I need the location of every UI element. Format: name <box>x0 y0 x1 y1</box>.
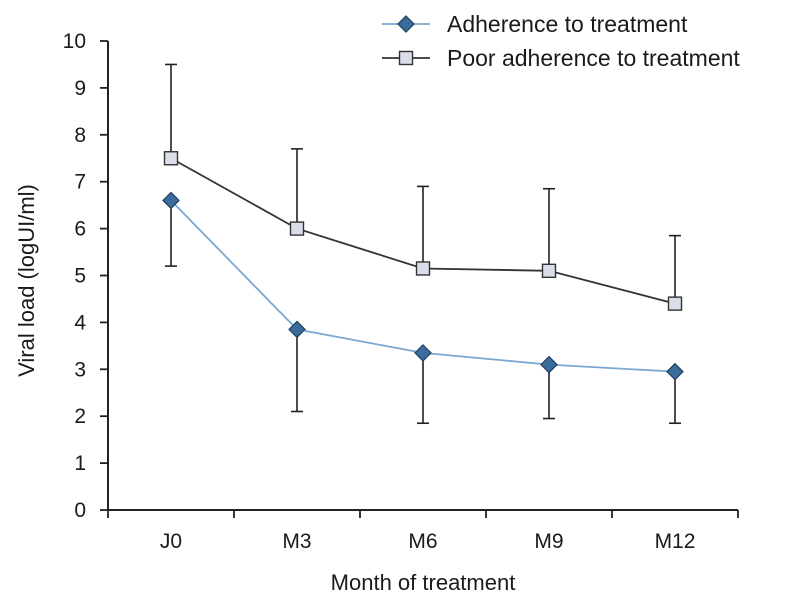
x-tick-label: M3 <box>282 530 311 553</box>
x-ticks: J0 M3 M6 M9 M12 <box>107 510 739 553</box>
y-tick-label: 1 <box>74 452 86 475</box>
y-tick-label: 6 <box>74 218 86 241</box>
data-point <box>163 151 179 166</box>
legend: Adherence to treatment Poor adherence to … <box>382 11 740 71</box>
y-tick-label: 10 <box>63 30 86 53</box>
x-tick-label: J0 <box>160 530 182 553</box>
y-tick-label: 3 <box>74 358 86 381</box>
y-tick-label: 5 <box>74 265 86 288</box>
error-bars <box>165 63 681 425</box>
y-tick-label: 8 <box>74 124 86 147</box>
data-point <box>162 191 180 210</box>
y-ticks: 0 1 2 3 4 5 6 7 8 9 10 <box>63 30 108 522</box>
y-axis-title: Viral load (logUI/ml) <box>14 184 39 377</box>
data-point <box>288 320 306 339</box>
y-tick-label: 0 <box>74 499 86 522</box>
data-point <box>289 221 305 236</box>
legend-marker <box>398 50 414 66</box>
x-tick-label: M9 <box>534 530 563 553</box>
data-point <box>540 355 558 374</box>
data-point <box>666 362 684 381</box>
series-markers <box>162 151 684 381</box>
x-tick-label: M6 <box>408 530 437 553</box>
data-point <box>415 261 431 276</box>
legend-label: Adherence to treatment <box>447 11 688 37</box>
y-tick-label: 9 <box>74 77 86 100</box>
data-point <box>541 263 557 279</box>
x-tick-label: M12 <box>655 530 696 553</box>
y-tick-label: 7 <box>74 171 86 194</box>
y-tick-label: 4 <box>74 311 86 334</box>
y-tick-label: 2 <box>74 405 86 428</box>
x-axis-title: Month of treatment <box>331 570 516 595</box>
data-point <box>414 344 432 362</box>
legend-marker <box>397 15 415 33</box>
legend-label: Poor adherence to treatment <box>447 45 740 71</box>
data-point <box>667 296 683 311</box>
